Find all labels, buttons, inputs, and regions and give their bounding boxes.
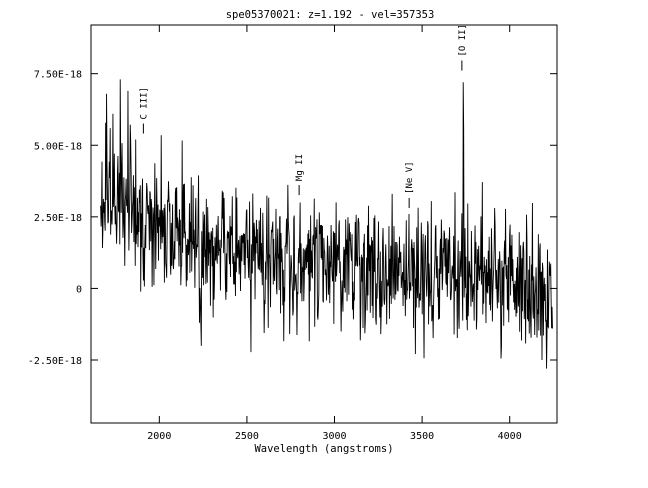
x-tick-label: 3000 (322, 431, 346, 442)
x-axis-title: Wavelength (angstroms) (254, 443, 393, 455)
chart-title: spe05370021: z=1.192 - vel=357353 (226, 9, 435, 21)
line-marker-label: Mg II (295, 154, 305, 181)
y-tick-label: -2.50E-18 (28, 356, 82, 367)
y-axis: 7.50E-18 5.00E-18 2.50E-18 0 -2.50E-18 (28, 70, 557, 367)
x-tick-label: 3500 (410, 431, 434, 442)
y-tick-label: 2.50E-18 (34, 213, 82, 224)
line-marker-label: [Ne V] (405, 161, 415, 194)
x-axis: 2000 2500 3000 3500 4000 (147, 25, 522, 442)
y-tick-label: 0 (76, 284, 82, 295)
plot-frame (90, 24, 558, 424)
line-marker-label: [O II] (458, 24, 468, 57)
x-tick-label: 4000 (498, 431, 522, 442)
x-tick-label: 2500 (235, 431, 259, 442)
y-tick-label: 7.50E-18 (34, 70, 82, 81)
y-tick-label: 5.00E-18 (34, 141, 82, 152)
spectrum-layer (100, 79, 553, 369)
spectrum-line (100, 79, 553, 369)
x-tick-label: 2000 (147, 431, 171, 442)
line-marker-label: C III] (139, 87, 149, 120)
line-markers: C III] Mg II [Ne V] [O II] (139, 24, 468, 208)
